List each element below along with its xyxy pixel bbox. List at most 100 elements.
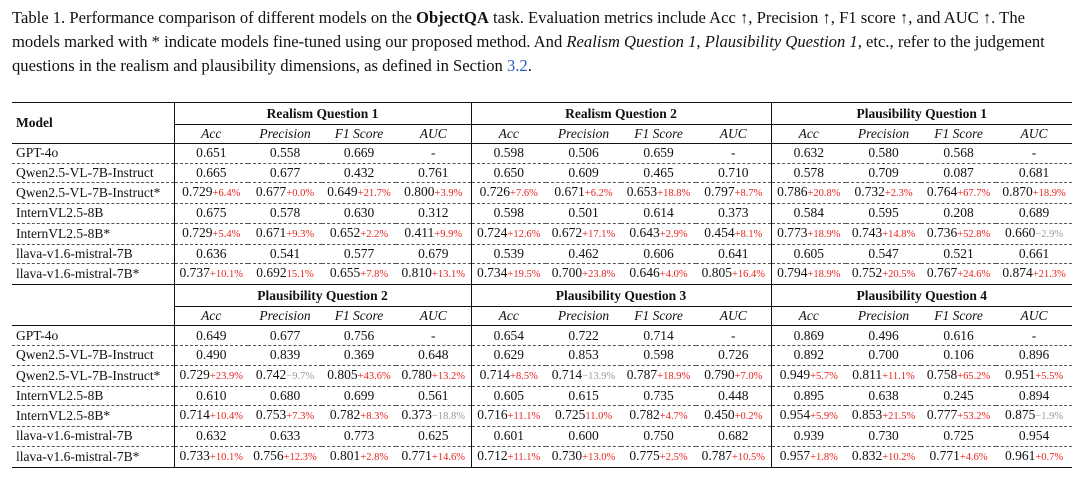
table-row: llava-v1.6-mistral-7B 0.636 0.541 0.577 0.67… [12, 243, 1073, 264]
metric-value-cell: 0.630 [322, 203, 396, 224]
metric-value: 0.682 [718, 428, 749, 444]
improvement-value: +12.6% [507, 228, 541, 240]
model-column-header [12, 284, 174, 326]
metric-header: AUC [1020, 308, 1048, 324]
metric-value: 0.541 [269, 246, 301, 262]
metric-value: 0.737 [179, 265, 210, 281]
improvement-value: +21.3% [1032, 269, 1066, 281]
metric-value-cell: 0.771+4.6% [921, 445, 997, 468]
improvement-value: +12.3% [283, 451, 317, 463]
metric-value: 0.601 [493, 428, 524, 444]
metric-value: 0.450 [704, 407, 735, 423]
improvement-value: +0.7% [1035, 451, 1064, 463]
metric-value: 0.632 [196, 428, 227, 444]
metric-value: 0.794 [777, 265, 808, 281]
metric-value-cell: 0.832+10.2% [846, 445, 922, 468]
metric-value-cell: 0.539 [470, 243, 547, 264]
metric-value: 0.730 [868, 428, 899, 444]
table-row: InternVL2.5-8B* 0.714+10.4% 0.753+7.3% 0.78… [12, 405, 1073, 427]
metric-value-cell: 0.729+23.9% [173, 364, 248, 387]
metric-value-cell: 0.72511.0% [546, 405, 622, 427]
question-group-header: Realism Question 2 [470, 102, 772, 125]
improvement-value: +18.9% [807, 269, 841, 281]
metric-value-cell: 0.961+0.7% [996, 445, 1073, 468]
metric-value-cell: 0.598 [470, 203, 547, 224]
metric-value: 0.616 [943, 327, 974, 343]
improvement-value: +19.5% [507, 269, 541, 281]
caption-italic-1: Realism Question 1 [566, 32, 697, 51]
metric-value: 0.671 [255, 224, 287, 240]
improvement-value: +14.8% [882, 228, 916, 240]
metric-value-cell: 0.087 [921, 162, 997, 183]
metric-value-cell: 0.787+18.9% [621, 364, 697, 387]
metric-value-cell: 0.782+4.7% [621, 405, 697, 427]
metric-value-cell: 0.615 [546, 385, 622, 406]
metric-value: 0.625 [418, 428, 449, 444]
metric-value: 0.729 [182, 184, 213, 200]
metric-value: 0.767 [926, 265, 958, 281]
metric-value: 0.633 [269, 428, 301, 444]
metric-value-cell: 0.659 [621, 143, 697, 164]
improvement-value: +2.2% [360, 228, 389, 240]
section-reference-link[interactable]: 3.2 [506, 56, 528, 75]
metric-value: 0.432 [343, 164, 375, 180]
table-row: Qwen2.5-VL-7B-Instruct* 0.729+23.9% 0.742−… [12, 364, 1073, 387]
metric-value: 0.714 [179, 407, 210, 423]
metric-value-cell: 0.462 [546, 243, 622, 264]
metric-value-cell: 0.811+11.1% [846, 364, 922, 387]
model-column-header: Model [12, 102, 174, 144]
metric-value: 0.655 [329, 265, 361, 281]
metric-value-cell: 0.312 [396, 203, 472, 224]
metric-value: 0.614 [643, 205, 674, 221]
improvement-value: +4.7% [659, 411, 688, 423]
metric-value: 0.775 [629, 447, 660, 463]
metric-value: 0.641 [718, 246, 749, 262]
metric-value: - [731, 145, 736, 161]
metric-value: 0.787 [701, 447, 732, 463]
metric-value: 0.598 [643, 347, 674, 363]
caption-italic-2: Plausibility Question 1 [704, 32, 858, 51]
metric-value-cell: 0.677+0.0% [248, 182, 322, 204]
metric-value: 0.761 [418, 164, 449, 180]
metric-value-cell: 0.896 [996, 344, 1073, 366]
improvement-value: +5.5% [1035, 370, 1064, 382]
metric-value: 0.638 [868, 387, 899, 403]
improvement-value: +17.1% [582, 228, 616, 240]
improvement-value: +0.2% [734, 411, 763, 423]
metric-value: 0.773 [343, 428, 375, 444]
metric-value-cell: 0.949+5.7% [770, 364, 847, 387]
metric-value: 0.732 [854, 184, 885, 200]
metric-value-cell: 0.716+11.1% [470, 405, 547, 427]
metric-value: 0.753 [255, 407, 287, 423]
metric-value: - [731, 327, 736, 343]
improvement-value: +3.9% [434, 188, 463, 200]
metric-value-cell: 0.750 [621, 426, 697, 447]
metric-value: 0.577 [343, 246, 375, 262]
metric-value-cell: 0.892 [770, 344, 847, 366]
metric-value-cell: 0.501 [546, 203, 622, 224]
improvement-value: +9.9% [434, 228, 463, 240]
metric-header: Acc [173, 306, 248, 326]
metric-value: 0.600 [568, 428, 599, 444]
metric-value: 0.632 [793, 145, 824, 161]
improvement-value: +13.1% [431, 269, 465, 281]
metric-value: 0.875 [1004, 407, 1036, 423]
metric-value-cell: 0.369 [322, 344, 396, 366]
metric-value-cell: 0.853+21.5% [846, 405, 922, 427]
metric-header: AUC [419, 308, 447, 324]
improvement-value: +4.0% [659, 269, 688, 281]
metric-value-cell: 0.633 [248, 426, 322, 447]
metric-value-cell: 0.578 [770, 162, 847, 183]
table-row: GPT-4o 0.651 0.558 0.669 - 0.598 0.506 0.659 - 0.… [12, 143, 1073, 164]
table-row: InternVL2.5-8B 0.610 0.680 0.699 0.561 0.605 0… [12, 385, 1073, 406]
metric-value-cell: 0.541 [248, 243, 322, 264]
improvement-value: +18.9% [657, 370, 691, 382]
improvement-value: +11.1% [507, 451, 541, 463]
metric-value-cell: 0.756+12.3% [248, 445, 322, 468]
model-name-cell: llava-v1.6-mistral-7B [12, 426, 174, 447]
metric-value: 0.465 [643, 164, 674, 180]
metric-value: 0.615 [568, 387, 599, 403]
metric-value-cell: 0.606 [621, 243, 697, 264]
table-row: Qwen2.5-VL-7B-Instruct 0.665 0.677 0.432 0.7… [12, 162, 1073, 183]
improvement-value: +2.9% [659, 228, 688, 240]
